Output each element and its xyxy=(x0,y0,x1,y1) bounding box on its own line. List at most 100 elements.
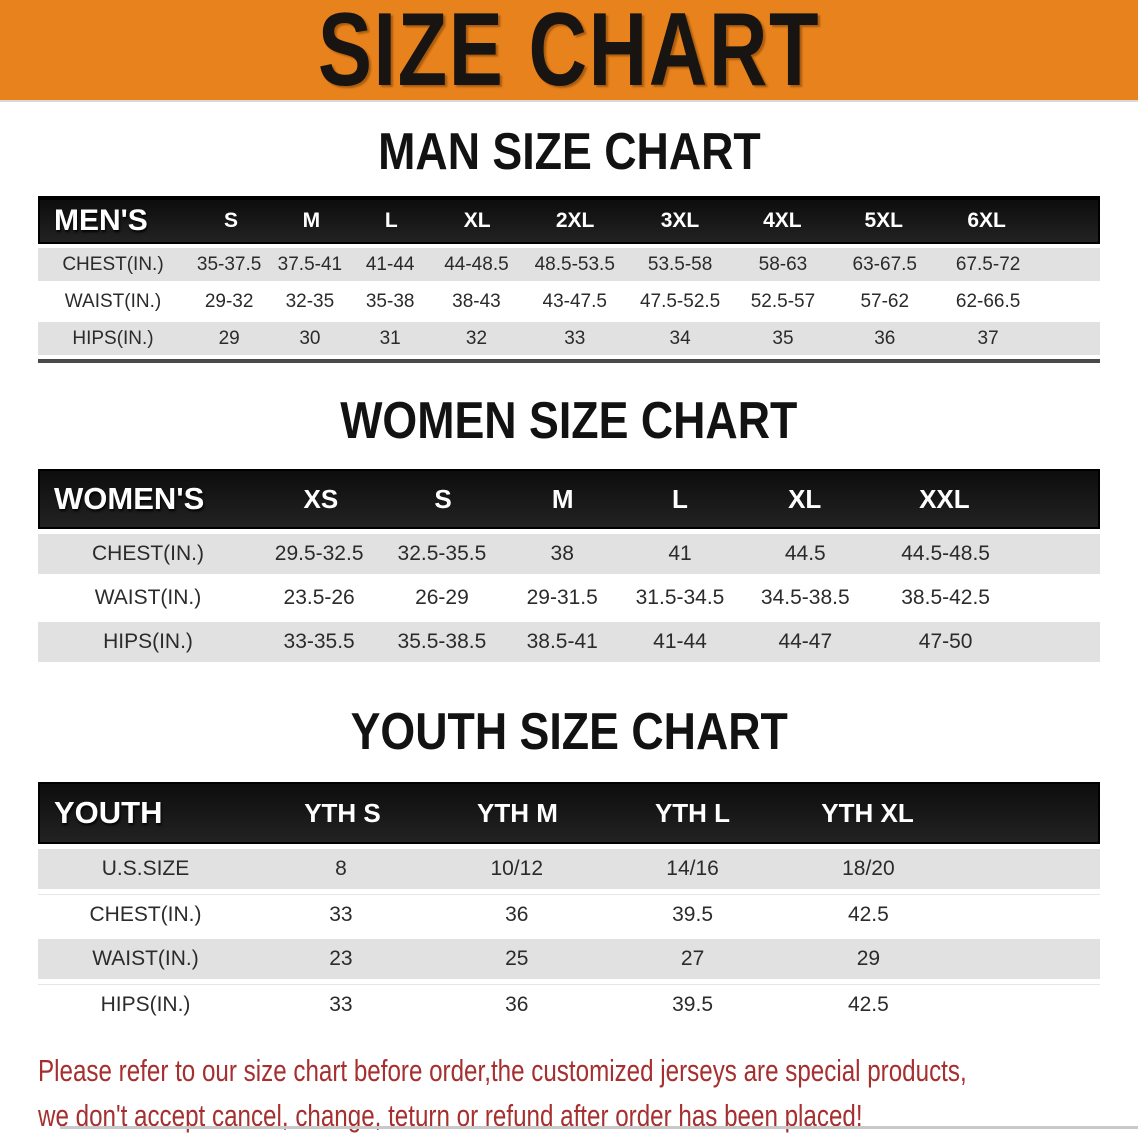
value-cell: 42.5 xyxy=(847,902,889,926)
value-cell: 41-44 xyxy=(365,253,415,275)
value-cell: 35-38 xyxy=(365,290,415,312)
value-cell: 44-47 xyxy=(778,630,833,653)
value-cell: 23.5-26 xyxy=(283,586,355,609)
column-header-cell: YTH L xyxy=(654,797,731,828)
column-header-cell: M xyxy=(551,483,574,514)
value-cell: 43-47.5 xyxy=(542,290,607,312)
value-cell: 29.5-32.5 xyxy=(274,542,364,565)
women-heading-text: WOMEN SIZE CHART xyxy=(340,395,798,447)
value-cell: 39.5 xyxy=(672,992,713,1016)
value-cell: 38.5-41 xyxy=(526,630,598,653)
value-cell: 35.5-38.5 xyxy=(397,630,487,653)
value-cell: 29-32 xyxy=(204,290,254,312)
column-header-cell: 5XL xyxy=(864,209,903,232)
column-header-cell: S xyxy=(434,483,452,514)
column-header-cell: XS xyxy=(303,483,339,514)
value-cell: 44.5 xyxy=(784,542,826,565)
mens-table-bottom-rule xyxy=(38,359,1100,363)
row-label-cell: HIPS(IN.) xyxy=(103,630,193,653)
value-cell: 25 xyxy=(505,947,529,970)
value-cell: 32.5-35.5 xyxy=(397,542,487,565)
value-cell: 33 xyxy=(329,992,353,1016)
column-header-cell: YTH S xyxy=(304,797,381,828)
value-cell: 36 xyxy=(505,902,529,926)
table-header-row: MEN'S S M L XL 2XL 3XL 4XL 5XL 6XL xyxy=(38,196,1100,244)
value-cell: 38.5-42.5 xyxy=(901,586,990,609)
value-cell: 32-35 xyxy=(285,290,335,312)
table-title-cell: MEN'S xyxy=(54,204,148,237)
table-row: HIPS(IN.) 29 30 31 32 33 34 35 36 37 xyxy=(38,322,1100,355)
table-row: WAIST(IN.) 23.5-26 26-29 29-31.5 31.5-34.5 34… xyxy=(38,578,1100,618)
man-section-heading: MAN SIZE CHART xyxy=(0,126,1138,178)
column-header-cell: L xyxy=(672,483,688,514)
value-cell: 63-67.5 xyxy=(852,253,917,275)
value-cell: 42.5 xyxy=(847,992,889,1016)
table-row: WAIST(IN.) 29-32 32-35 35-38 38-43 43-47.5 47.… xyxy=(38,285,1100,318)
man-heading-text: MAN SIZE CHART xyxy=(377,126,761,178)
row-label-cell: U.S.SIZE xyxy=(101,857,190,880)
value-cell: 53.5-58 xyxy=(647,253,713,275)
value-cell: 29 xyxy=(218,327,240,349)
size-chart-banner: SIZE CHART xyxy=(0,0,1138,102)
disclaimer-line-1: Please refer to our size chart before or… xyxy=(38,1053,967,1088)
table-title-cell: WOMEN'S xyxy=(54,481,205,516)
column-header-cell: M xyxy=(302,209,321,232)
youth-size-table: YOUTH YTH S YTH M YTH L YTH XL U.S.SIZE 8 10/12… xyxy=(38,782,1100,1024)
value-cell: 47-50 xyxy=(918,630,973,653)
table-title-cell: YOUTH xyxy=(54,795,163,830)
value-cell: 52.5-57 xyxy=(750,290,816,312)
column-header-cell: L xyxy=(384,209,398,232)
value-cell: 35 xyxy=(772,327,794,349)
value-cell: 33-35.5 xyxy=(283,630,355,653)
row-label-cell: WAIST(IN.) xyxy=(64,290,162,312)
women-section-heading: WOMEN SIZE CHART xyxy=(0,395,1138,447)
value-cell: 36 xyxy=(505,992,529,1016)
column-header-cell: 4XL xyxy=(763,209,802,232)
column-header-cell: XL xyxy=(463,209,491,232)
row-label-cell: CHEST(IN.) xyxy=(62,253,164,275)
value-cell: 10/12 xyxy=(490,857,544,880)
bottom-edge-line xyxy=(60,1126,1138,1129)
banner-title: SIZE CHART xyxy=(317,0,821,102)
value-cell: 67.5-72 xyxy=(955,253,1021,275)
mens-size-table: MEN'S S M L XL 2XL 3XL 4XL 5XL 6XL CHEST(IN.) 35-37… xyxy=(38,196,1100,355)
value-cell: 39.5 xyxy=(672,902,713,926)
value-cell: 34.5-38.5 xyxy=(760,586,850,609)
value-cell: 8 xyxy=(335,857,347,880)
table-row: HIPS(IN.) 33 36 39.5 42.5 xyxy=(38,984,1100,1024)
table-row: CHEST(IN.) 33 36 39.5 42.5 xyxy=(38,894,1100,934)
table-row: CHEST(IN.) 35-37.5 37.5-41 41-44 44-48.5 48.5… xyxy=(38,248,1100,281)
row-label-cell: CHEST(IN.) xyxy=(92,542,204,565)
value-cell: 35-37.5 xyxy=(196,253,262,275)
value-cell: 41-44 xyxy=(653,630,707,653)
value-cell: 44-48.5 xyxy=(444,253,509,275)
row-label-cell: WAIST(IN.) xyxy=(94,586,202,609)
value-cell: 29-31.5 xyxy=(526,586,598,609)
value-cell: 36 xyxy=(874,327,896,349)
value-cell: 23 xyxy=(329,947,353,970)
column-header-cell: 6XL xyxy=(967,209,1006,232)
disclaimer-note: Please refer to our size chart before or… xyxy=(0,1048,1138,1138)
value-cell: 34 xyxy=(669,327,691,349)
value-cell: 33 xyxy=(564,327,586,349)
youth-heading-text: YOUTH SIZE CHART xyxy=(350,706,788,758)
value-cell: 38-43 xyxy=(452,290,501,312)
table-header-row: WOMEN'S XS S M L XL XXL xyxy=(38,469,1100,529)
value-cell: 38 xyxy=(550,542,574,565)
row-label-cell: CHEST(IN.) xyxy=(89,902,202,926)
value-cell: 62-66.5 xyxy=(955,290,1021,312)
table-header-row: YOUTH YTH S YTH M YTH L YTH XL xyxy=(38,782,1100,844)
table-row: WAIST(IN.) 23 25 27 29 xyxy=(38,939,1100,979)
womens-size-table: WOMEN'S XS S M L XL XXL CHEST(IN.) 29.5-32.5 32.5… xyxy=(38,469,1100,662)
table-row: CHEST(IN.) 29.5-32.5 32.5-35.5 38 41 44.5 44.5… xyxy=(38,534,1100,574)
value-cell: 41 xyxy=(668,542,692,565)
column-header-cell: YTH XL xyxy=(821,797,914,828)
value-cell: 27 xyxy=(680,947,705,970)
value-cell: 18/20 xyxy=(842,857,895,880)
table-row: U.S.SIZE 8 10/12 14/16 18/20 xyxy=(38,849,1100,889)
value-cell: 37 xyxy=(977,327,999,349)
column-header-cell: YTH M xyxy=(477,797,558,828)
value-cell: 31 xyxy=(379,327,401,349)
youth-section-heading: YOUTH SIZE CHART xyxy=(0,706,1138,758)
column-header-cell: XXL xyxy=(919,483,970,514)
